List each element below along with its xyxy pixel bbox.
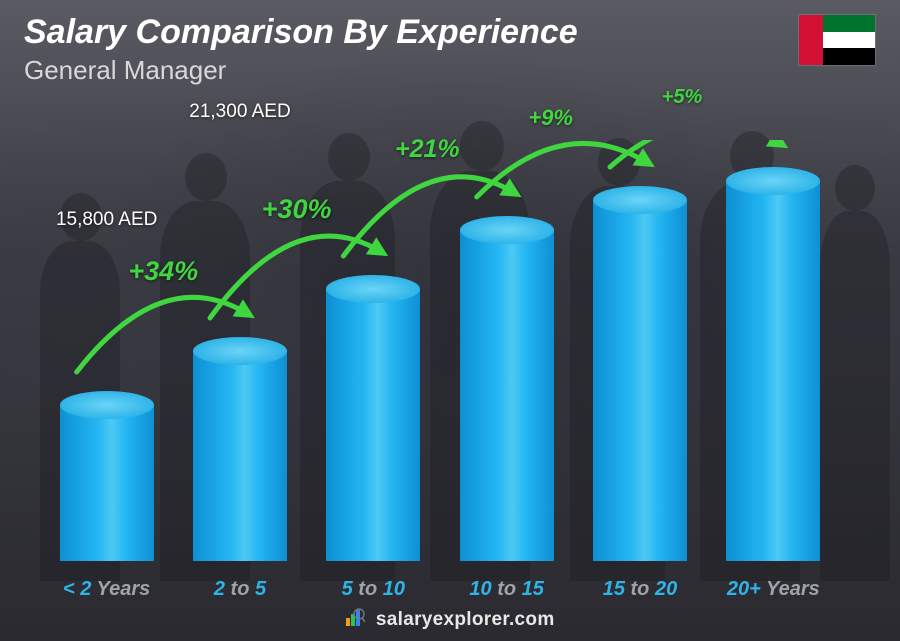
bar	[726, 181, 820, 561]
bar-front	[593, 200, 687, 561]
bars-row: 15,800 AED21,300 AED27,600 AED33,500 AED…	[40, 140, 840, 561]
increase-pct-label: +21%	[395, 135, 460, 164]
bar	[593, 200, 687, 561]
bar-top	[60, 391, 154, 419]
x-axis-label: 2 to 5	[173, 578, 306, 601]
bar-value-label: 15,800 AED	[56, 209, 157, 231]
bar-front	[326, 289, 420, 561]
bar	[460, 230, 554, 561]
bar-front	[60, 405, 154, 561]
bar-front	[726, 181, 820, 561]
x-axis-label: 10 to 15	[440, 578, 573, 601]
bar-front	[193, 351, 287, 561]
chart: 15,800 AED21,300 AED27,600 AED33,500 AED…	[40, 140, 840, 561]
page-title: Salary Comparison By Experience	[24, 14, 578, 51]
flag-hoist-red	[799, 15, 823, 65]
bar-top	[460, 216, 554, 244]
increase-pct-label: +30%	[262, 194, 332, 225]
bar-group: 33,500 AED	[440, 230, 573, 561]
bar	[326, 289, 420, 561]
bar-group: 38,500 AED	[707, 181, 840, 561]
bar-group: 27,600 AED	[307, 289, 440, 561]
bar-value-label: 21,300 AED	[189, 101, 290, 123]
increase-pct-label: +5%	[662, 86, 703, 109]
bar	[193, 351, 287, 561]
x-axis-label: 5 to 10	[307, 578, 440, 601]
bar-group: 15,800 AED	[40, 405, 173, 561]
bar-top	[726, 167, 820, 195]
footer: salaryexplorer.com	[0, 608, 900, 631]
bar-group: 36,600 AED	[573, 200, 706, 561]
bar-top	[326, 275, 420, 303]
x-axis-label: 15 to 20	[573, 578, 706, 601]
uae-flag-icon	[798, 14, 876, 66]
x-axis-label: 20+ Years	[707, 578, 840, 601]
x-axis-labels: < 2 Years2 to 55 to 1010 to 1515 to 2020…	[40, 578, 840, 601]
bar	[60, 405, 154, 561]
page-subtitle: General Manager	[24, 55, 578, 86]
bar-top	[593, 186, 687, 214]
bar-front	[460, 230, 554, 561]
x-axis-label: < 2 Years	[40, 578, 173, 601]
footer-logo-icon	[345, 608, 365, 628]
bar-top	[193, 337, 287, 365]
footer-site: salaryexplorer.com	[376, 609, 555, 630]
header: Salary Comparison By Experience General …	[24, 14, 876, 86]
increase-pct-label: +34%	[128, 256, 198, 287]
bar-group: 21,300 AED	[173, 351, 306, 561]
increase-pct-label: +9%	[528, 105, 573, 131]
